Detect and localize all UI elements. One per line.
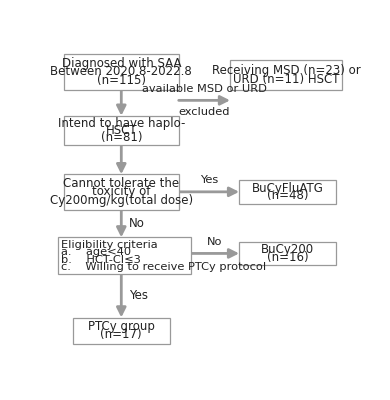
Text: available MSD or URD: available MSD or URD <box>142 84 267 94</box>
Text: No: No <box>207 237 223 247</box>
Text: Receiving MSD (n=23) or: Receiving MSD (n=23) or <box>212 64 360 76</box>
Text: (n=81): (n=81) <box>101 131 142 144</box>
Text: a.    age<40: a. age<40 <box>62 247 131 257</box>
Text: Cannot tolerate the: Cannot tolerate the <box>63 177 179 190</box>
FancyBboxPatch shape <box>58 238 191 274</box>
Text: b.    HCT-CI≤3: b. HCT-CI≤3 <box>62 254 141 264</box>
Text: toxicity of: toxicity of <box>92 186 151 198</box>
Text: Cy200mg/kg(total dose): Cy200mg/kg(total dose) <box>50 194 193 207</box>
Text: BuCy200: BuCy200 <box>261 243 314 256</box>
Text: Yes: Yes <box>200 175 218 185</box>
FancyBboxPatch shape <box>239 242 336 265</box>
FancyBboxPatch shape <box>64 174 179 210</box>
Text: excluded: excluded <box>179 107 230 117</box>
Text: URD (n=11) HSCT: URD (n=11) HSCT <box>233 73 339 86</box>
FancyBboxPatch shape <box>64 54 179 90</box>
FancyBboxPatch shape <box>230 60 342 90</box>
FancyBboxPatch shape <box>73 318 170 344</box>
FancyBboxPatch shape <box>64 116 179 145</box>
Text: HSCT: HSCT <box>105 124 137 137</box>
Text: No: No <box>129 217 145 230</box>
Text: c.    Willing to receive PTCy protocol: c. Willing to receive PTCy protocol <box>62 262 267 272</box>
FancyBboxPatch shape <box>239 180 336 204</box>
Text: PTCy group: PTCy group <box>88 320 155 333</box>
Text: (n=48): (n=48) <box>267 189 308 202</box>
Text: Between 2020.8-2022.8: Between 2020.8-2022.8 <box>50 65 192 78</box>
Text: Diagnosed with SAA: Diagnosed with SAA <box>62 56 181 70</box>
Text: Intend to have haplo-: Intend to have haplo- <box>58 116 185 130</box>
Text: (n=17): (n=17) <box>101 328 142 342</box>
Text: (n=16): (n=16) <box>267 251 308 264</box>
Text: Eligibility criteria: Eligibility criteria <box>62 240 158 250</box>
Text: (n=115): (n=115) <box>97 74 146 87</box>
Text: BuCyFluATG: BuCyFluATG <box>252 182 323 195</box>
Text: Yes: Yes <box>129 290 148 302</box>
